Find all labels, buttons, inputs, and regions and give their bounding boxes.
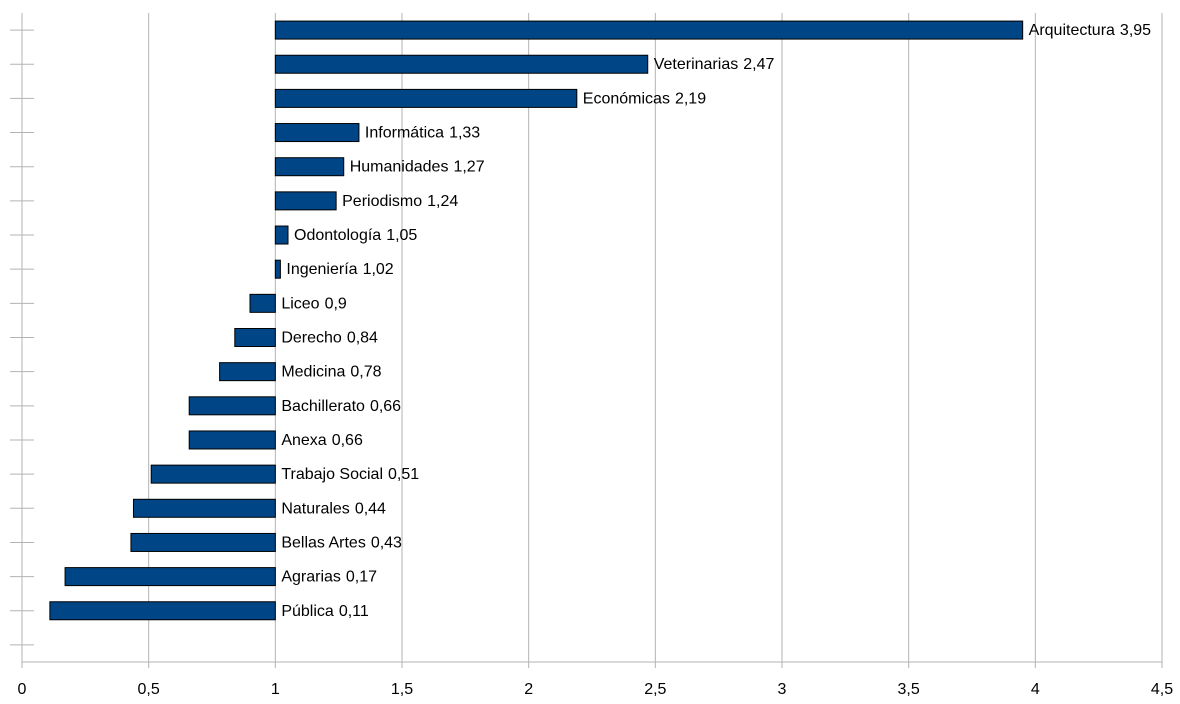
- data-label: Periodismo 1,24: [342, 193, 458, 210]
- category-label: Informática: [365, 125, 444, 142]
- category-label: Bellas Artes: [281, 535, 365, 552]
- value-label: 3,95: [1120, 22, 1151, 39]
- value-label: 1,27: [453, 159, 484, 176]
- data-label: Veterinarias 2,47: [654, 56, 775, 73]
- category-label: Naturales: [281, 501, 349, 518]
- value-label: 1,33: [449, 125, 480, 142]
- x-tick-label: 3,5: [898, 681, 920, 698]
- value-label: 0,66: [332, 432, 363, 449]
- category-label: Bachillerato: [281, 398, 365, 415]
- value-label: 0,84: [347, 330, 378, 347]
- bar: [274, 225, 289, 245]
- x-tick-label: 4: [1031, 681, 1040, 698]
- category-label: Periodismo: [342, 193, 422, 210]
- category-label: Económicas: [583, 91, 670, 108]
- category-label: Agrarias: [281, 569, 341, 586]
- data-label: Odontología 1,05: [294, 227, 417, 244]
- value-label: 2,47: [743, 56, 774, 73]
- value-label: 0,78: [350, 364, 381, 381]
- bar: [274, 20, 1024, 40]
- category-label: Trabajo Social: [281, 466, 383, 483]
- data-label: Económicas 2,19: [583, 91, 706, 108]
- bar: [188, 396, 276, 416]
- data-label: Anexa 0,66: [281, 432, 363, 449]
- category-label: Derecho: [281, 330, 342, 347]
- bar: [274, 157, 345, 177]
- data-label: Informática 1,33: [365, 125, 480, 142]
- data-label: Pública 0,11: [281, 603, 369, 620]
- category-label: Ingeniería: [286, 261, 357, 278]
- x-tick-label: 0: [18, 681, 27, 698]
- data-label: Arquitectura 3,95: [1029, 22, 1152, 39]
- value-label: 1,24: [427, 193, 458, 210]
- value-label: 1,05: [386, 227, 417, 244]
- bar: [274, 88, 578, 108]
- category-label: Arquitectura: [1029, 22, 1115, 39]
- x-tick-label: 1: [271, 681, 280, 698]
- data-label: Agrarias 0,17: [281, 569, 377, 586]
- bar: [188, 430, 276, 450]
- data-label: Humanidades 1,27: [350, 159, 485, 176]
- data-label: Derecho 0,84: [281, 330, 378, 347]
- value-label: 0,66: [370, 398, 401, 415]
- bar: [219, 362, 276, 382]
- bar: [274, 123, 360, 143]
- data-label: Liceo 0,9: [281, 296, 347, 313]
- x-tick-label: 2: [524, 681, 533, 698]
- value-label: 2,19: [675, 91, 706, 108]
- data-label: Bellas Artes 0,43: [281, 535, 402, 552]
- x-tick-label: 1,5: [391, 681, 413, 698]
- value-label: 1,02: [363, 261, 394, 278]
- value-label: 0,43: [371, 535, 402, 552]
- bar: [274, 191, 337, 211]
- value-label: 0,11: [339, 603, 369, 620]
- value-label: 0,44: [355, 501, 386, 518]
- bar: [130, 532, 276, 552]
- x-tick-label: 3: [778, 681, 787, 698]
- bar: [249, 293, 276, 313]
- value-label: 0,17: [346, 569, 377, 586]
- category-label: Anexa: [281, 432, 326, 449]
- value-label: 0,51: [388, 466, 419, 483]
- value-label: 0,9: [325, 296, 347, 313]
- bar: [150, 464, 276, 484]
- x-tick-label: 4,5: [1151, 681, 1173, 698]
- category-label: Odontología: [294, 227, 381, 244]
- category-label: Liceo: [281, 296, 319, 313]
- x-tick-label: 0,5: [138, 681, 160, 698]
- bar: [234, 328, 276, 347]
- x-tick-label: 2,5: [644, 681, 666, 698]
- category-label: Veterinarias: [654, 56, 739, 73]
- category-label: Humanidades: [350, 159, 449, 176]
- bar: [132, 498, 276, 518]
- bar: [274, 259, 281, 279]
- bar: [49, 601, 276, 621]
- bar: [64, 567, 276, 587]
- data-label: Medicina 0,78: [281, 364, 381, 381]
- category-label: Pública: [281, 603, 334, 620]
- data-label: Ingeniería 1,02: [286, 261, 393, 278]
- bar: [274, 54, 649, 74]
- data-label: Bachillerato 0,66: [281, 398, 401, 415]
- data-label: Trabajo Social 0,51: [281, 466, 419, 483]
- category-label: Medicina: [281, 364, 345, 381]
- data-label: Naturales 0,44: [281, 501, 386, 518]
